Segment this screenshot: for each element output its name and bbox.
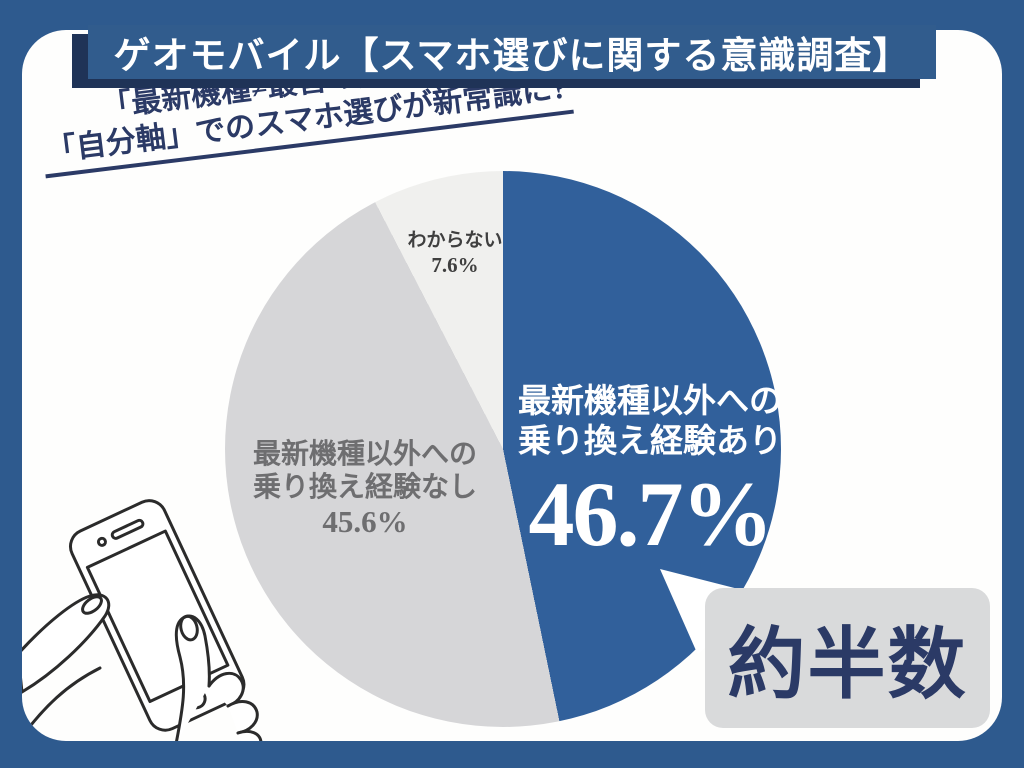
content-card: わからない 7.6% 最新機種以外への 乗り換え経験なし 45.6% 最新機種以… xyxy=(22,30,1002,741)
pie-label-yes-line1: 最新機種以外への xyxy=(518,384,782,420)
pie-label-no-line1: 最新機種以外への xyxy=(252,439,477,470)
pie-label-yes-pct: 46.7% xyxy=(528,463,774,565)
speech-bubble: 約半数 xyxy=(705,588,990,728)
pie-label-yes-line2: 乗り換え経験あり xyxy=(518,424,782,460)
page-title: ゲオモバイル【スマホ選びに関する意識調査】 xyxy=(113,36,911,77)
callout-text: 約半数 xyxy=(727,621,968,708)
title-banner: ゲオモバイル【スマホ選びに関する意識調査】 xyxy=(88,25,936,79)
pie-label-unknown-text: わからない xyxy=(407,230,503,251)
pie-chart xyxy=(225,171,781,727)
hands-holding-smartphone-icon xyxy=(22,499,263,741)
pie-label-unknown-pct: 7.6% xyxy=(431,253,479,277)
pie-label-no-pct: 45.6% xyxy=(322,504,408,539)
pie-label-no-line2: 乗り換え経験なし xyxy=(252,472,477,503)
